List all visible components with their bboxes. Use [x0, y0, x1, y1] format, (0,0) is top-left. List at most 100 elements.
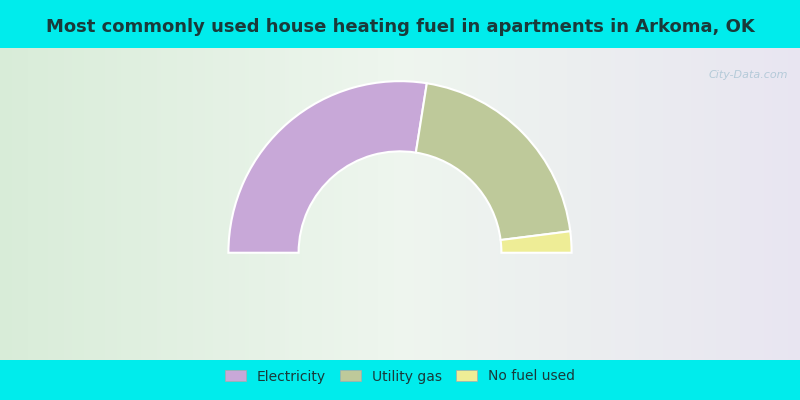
Wedge shape — [501, 231, 571, 253]
Bar — [583, 48, 588, 360]
Bar — [258, 48, 262, 360]
Bar — [776, 48, 781, 360]
Bar — [691, 48, 696, 360]
Bar — [430, 48, 435, 360]
Bar — [736, 48, 741, 360]
Bar — [526, 48, 531, 360]
Bar — [282, 48, 286, 360]
Bar — [663, 48, 668, 360]
Bar — [748, 48, 753, 360]
Bar — [181, 48, 186, 360]
Bar — [189, 48, 194, 360]
Bar — [647, 48, 652, 360]
Bar — [740, 48, 745, 360]
Bar — [52, 48, 57, 360]
Bar — [567, 48, 572, 360]
Bar — [12, 48, 17, 360]
Bar — [615, 48, 620, 360]
Bar — [4, 48, 9, 360]
Bar — [591, 48, 596, 360]
Bar — [418, 48, 423, 360]
Bar — [438, 48, 443, 360]
Bar — [81, 48, 86, 360]
Bar — [764, 48, 769, 360]
Bar — [314, 48, 318, 360]
Bar — [217, 48, 222, 360]
Bar — [334, 48, 338, 360]
Bar — [699, 48, 704, 360]
Bar — [233, 48, 238, 360]
Bar — [510, 48, 515, 360]
Bar — [157, 48, 162, 360]
Bar — [406, 48, 411, 360]
Bar — [631, 48, 636, 360]
Bar — [298, 48, 302, 360]
Bar — [703, 48, 708, 360]
Text: City-Data.com: City-Data.com — [709, 70, 788, 80]
Bar — [611, 48, 616, 360]
Bar — [101, 48, 106, 360]
Bar — [290, 48, 294, 360]
Bar — [410, 48, 415, 360]
Bar — [558, 48, 563, 360]
Bar — [454, 48, 459, 360]
Bar — [48, 48, 53, 360]
Bar — [266, 48, 270, 360]
Bar — [711, 48, 716, 360]
Bar — [402, 48, 407, 360]
Bar — [36, 48, 41, 360]
Bar — [744, 48, 749, 360]
Bar — [695, 48, 700, 360]
Bar — [486, 48, 491, 360]
Bar — [442, 48, 447, 360]
Bar — [270, 48, 274, 360]
Bar — [32, 48, 37, 360]
Bar — [310, 48, 314, 360]
Wedge shape — [416, 83, 570, 240]
Bar — [250, 48, 254, 360]
Bar — [117, 48, 122, 360]
Bar — [141, 48, 146, 360]
Bar — [169, 48, 174, 360]
Bar — [242, 48, 246, 360]
Bar — [655, 48, 660, 360]
Bar — [294, 48, 298, 360]
Bar — [768, 48, 773, 360]
Bar — [346, 48, 350, 360]
Bar — [28, 48, 33, 360]
Bar — [16, 48, 21, 360]
Bar — [72, 48, 77, 360]
Bar — [494, 48, 499, 360]
Bar — [338, 48, 342, 360]
Bar — [414, 48, 419, 360]
Bar — [76, 48, 81, 360]
Bar — [446, 48, 451, 360]
Bar — [724, 48, 729, 360]
Bar — [374, 48, 378, 360]
Bar — [422, 48, 427, 360]
Bar — [599, 48, 604, 360]
Bar — [587, 48, 592, 360]
Bar — [530, 48, 535, 360]
Bar — [651, 48, 656, 360]
Bar — [354, 48, 358, 360]
Bar — [129, 48, 134, 360]
Bar — [450, 48, 455, 360]
Bar — [125, 48, 130, 360]
Bar — [254, 48, 258, 360]
Bar — [197, 48, 202, 360]
Bar — [534, 48, 539, 360]
Bar — [719, 48, 724, 360]
Bar — [362, 48, 366, 360]
Text: Most commonly used house heating fuel in apartments in Arkoma, OK: Most commonly used house heating fuel in… — [46, 18, 754, 36]
Bar — [474, 48, 479, 360]
Bar — [659, 48, 664, 360]
Bar — [358, 48, 362, 360]
Bar — [0, 48, 5, 360]
Bar — [330, 48, 334, 360]
Bar — [707, 48, 712, 360]
Bar — [326, 48, 330, 360]
Bar — [386, 48, 390, 360]
Bar — [490, 48, 495, 360]
Bar — [93, 48, 98, 360]
